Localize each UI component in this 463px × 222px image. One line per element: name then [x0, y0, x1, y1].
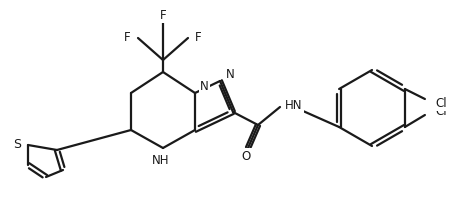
- Text: N: N: [200, 79, 208, 93]
- Text: Cl: Cl: [434, 105, 445, 117]
- Text: S: S: [13, 139, 21, 151]
- Text: Cl: Cl: [434, 97, 445, 109]
- Text: NH: NH: [152, 153, 169, 166]
- Text: O: O: [241, 149, 250, 163]
- Text: F: F: [159, 8, 166, 22]
- Text: HN: HN: [284, 99, 302, 111]
- Text: F: F: [194, 30, 201, 44]
- Text: F: F: [124, 30, 131, 44]
- Text: N: N: [225, 67, 234, 81]
